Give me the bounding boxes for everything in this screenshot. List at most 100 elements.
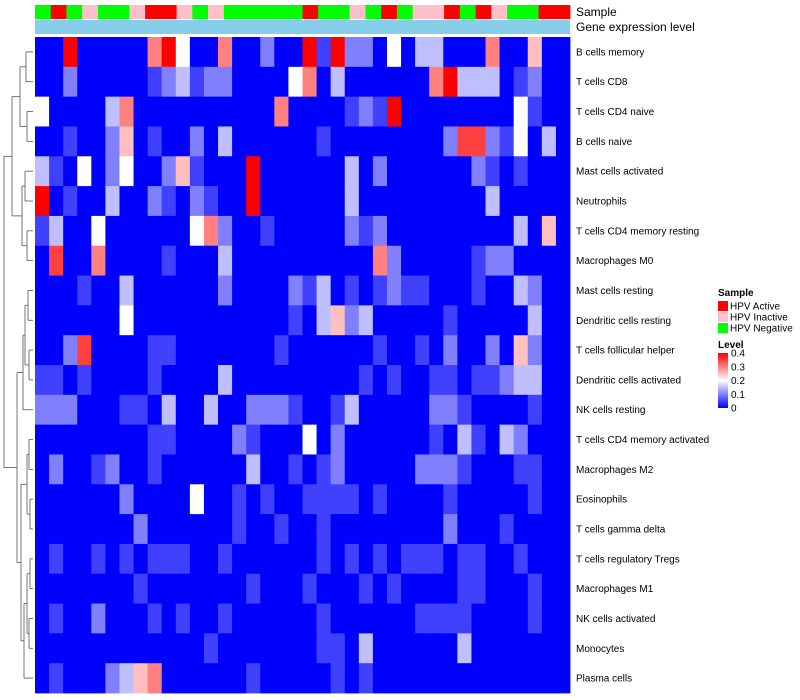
heatmap-cell (161, 484, 177, 515)
heatmap-cell (203, 633, 219, 664)
heatmap-cell (161, 543, 177, 575)
row-label: Dendritic cells activated (576, 375, 681, 386)
heatmap-cell (330, 484, 346, 515)
sample-cell (208, 5, 225, 19)
heatmap-cell (429, 633, 444, 664)
heatmap-cell (91, 66, 106, 98)
heatmap-cell (218, 275, 233, 306)
heatmap-cell (77, 66, 92, 98)
heatmap-cell (63, 365, 78, 396)
heatmap-cell (232, 424, 247, 455)
heatmap-cell (499, 633, 515, 664)
heatmap-cell (232, 335, 247, 366)
heatmap-cell (358, 424, 374, 455)
heatmap-cell (527, 633, 543, 664)
heatmap-cell (344, 454, 360, 485)
heatmap-cell (358, 335, 374, 366)
row-label: Monocytes (576, 644, 624, 655)
sample-cell (428, 5, 445, 19)
heatmap-cell (147, 126, 163, 157)
heatmap-cell (415, 573, 430, 604)
heatmap-cell (147, 365, 163, 396)
heatmap-cell (358, 573, 374, 604)
heatmap-cell (274, 186, 289, 217)
heatmap-cell (429, 245, 444, 276)
sample-cell (286, 5, 303, 19)
heatmap-cell (91, 543, 106, 575)
heatmap-cell (147, 275, 163, 306)
heatmap-cell (471, 335, 486, 366)
heatmap-cell (161, 215, 177, 247)
heatmap-cell (541, 245, 557, 276)
heatmap-cell (260, 365, 275, 396)
heatmap-cell (77, 454, 92, 485)
heatmap-cell (485, 305, 501, 336)
heatmap-cell (485, 37, 501, 68)
heatmap-cell (457, 514, 472, 545)
heatmap-cell (246, 37, 261, 68)
heatmap-cell (316, 424, 332, 455)
heatmap-cell (119, 275, 134, 306)
heatmap-cell (429, 37, 444, 68)
heatmap-cell (443, 335, 458, 366)
heatmap-cell (471, 573, 486, 604)
heatmap-cell (218, 514, 233, 545)
heatmap-cell (485, 245, 501, 276)
sample-cell (365, 5, 382, 19)
heatmap-cell (429, 394, 444, 426)
heatmap-cell (133, 215, 149, 247)
heatmap-cell (401, 37, 416, 68)
heatmap-cell (63, 633, 78, 664)
heatmap-cell (485, 215, 501, 247)
heatmap-cell (260, 484, 275, 515)
heatmap-cell (232, 245, 247, 276)
heatmap-cell (499, 245, 515, 276)
sample-cell (176, 5, 193, 19)
gene-expression-track-label: Gene expression level (576, 20, 695, 34)
heatmap-cell (246, 365, 261, 396)
heatmap-cell (63, 186, 78, 217)
heatmap-cell (372, 126, 388, 157)
heatmap-cell (386, 66, 402, 98)
heatmap-cell (302, 156, 317, 187)
heatmap-cell (189, 275, 205, 306)
heatmap-cell (513, 37, 529, 68)
heatmap-cell (49, 156, 64, 187)
heatmap-cell (91, 156, 106, 187)
heatmap-cell (63, 126, 78, 157)
sample-cell (381, 5, 398, 19)
heatmap-cell (35, 454, 50, 485)
heatmap-cell (218, 126, 233, 157)
heatmap-cell (63, 215, 78, 247)
heatmap-cell (372, 275, 388, 306)
heatmap-cell (415, 215, 430, 247)
heatmap-cell (91, 245, 106, 276)
heatmap-cell (443, 514, 458, 545)
heatmap-cell (401, 514, 416, 545)
heatmap-cell (203, 573, 219, 604)
heatmap-cell (274, 126, 289, 157)
heatmap-cell (302, 484, 317, 515)
heatmap-cell (555, 633, 571, 664)
heatmap-cell (274, 573, 289, 604)
heatmap-cell (161, 66, 177, 98)
heatmap-cell (358, 186, 374, 217)
heatmap-cell (457, 484, 472, 515)
heatmap-cell (330, 603, 346, 634)
heatmap-cell (35, 514, 50, 545)
heatmap-cell (147, 96, 163, 127)
heatmap-cell (49, 96, 64, 127)
heatmap-cell (274, 394, 289, 426)
heatmap-cell (274, 96, 289, 127)
heatmap-cell (499, 603, 515, 634)
heatmap-cell (147, 484, 163, 515)
heatmap-cell (372, 245, 388, 276)
legend-item-label: HPV Inactive (730, 313, 788, 324)
heatmap-cell (443, 573, 458, 604)
heatmap-cell (555, 126, 571, 157)
heatmap-cell (35, 573, 50, 604)
heatmap-cell (161, 603, 177, 634)
heatmap-cell (513, 514, 529, 545)
heatmap-cell (189, 484, 205, 515)
heatmap-cell (386, 335, 402, 366)
